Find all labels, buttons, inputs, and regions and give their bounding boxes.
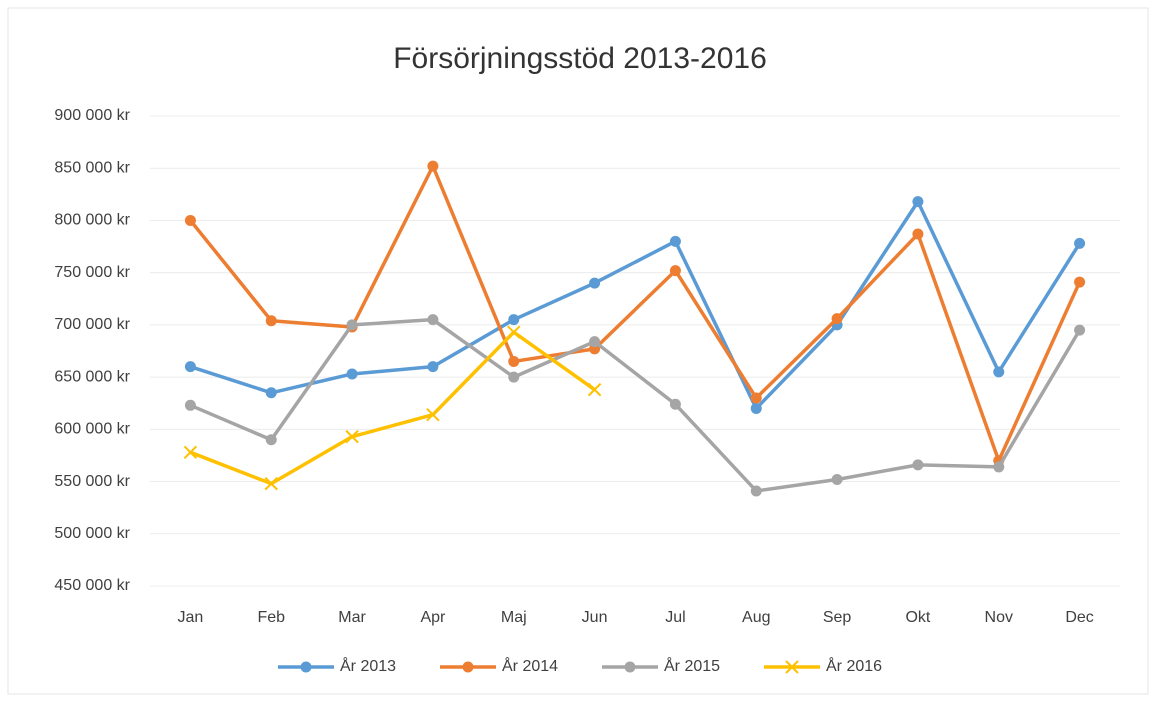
marker — [993, 366, 1005, 378]
marker — [427, 361, 439, 373]
x-tick-label: Feb — [257, 609, 285, 626]
marker — [346, 368, 358, 380]
marker — [669, 398, 681, 410]
x-tick-label: Apr — [420, 609, 446, 626]
marker — [184, 399, 196, 411]
marker — [669, 265, 681, 277]
chart-title: Försörjningsstöd 2013-2016 — [393, 42, 767, 75]
y-tick-label: 550 000 kr — [54, 473, 130, 490]
marker — [1074, 276, 1086, 288]
x-tick-label: Jul — [665, 609, 685, 626]
y-tick-label: 700 000 kr — [54, 316, 130, 333]
legend-label: År 2015 — [664, 656, 720, 675]
marker — [184, 214, 196, 226]
marker — [265, 387, 277, 399]
x-tick-label: Dec — [1065, 609, 1093, 626]
marker — [750, 485, 762, 497]
marker — [750, 402, 762, 414]
x-tick-label: Jun — [582, 609, 608, 626]
marker — [669, 235, 681, 247]
marker — [508, 355, 520, 367]
y-tick-label: 650 000 kr — [54, 368, 130, 385]
marker — [346, 319, 358, 331]
marker — [508, 314, 520, 326]
x-tick-label: Okt — [905, 609, 930, 626]
marker — [345, 429, 359, 444]
marker — [587, 382, 602, 397]
marker — [184, 361, 196, 373]
marker — [507, 325, 521, 339]
y-tick-label: 800 000 kr — [54, 212, 130, 229]
marker — [427, 160, 439, 172]
marker — [912, 459, 924, 471]
x-tick-label: Sep — [823, 609, 852, 626]
marker — [831, 473, 843, 485]
marker — [264, 476, 278, 491]
x-tick-label: Nov — [985, 609, 1013, 626]
marker — [1074, 237, 1086, 249]
y-tick-label: 900 000 kr — [54, 107, 130, 124]
marker — [589, 277, 601, 289]
x-tick-label: Aug — [742, 609, 770, 626]
marker — [993, 461, 1005, 473]
marker — [750, 392, 762, 404]
y-tick-label: 450 000 kr — [54, 577, 130, 594]
marker — [300, 661, 312, 673]
marker — [785, 660, 799, 674]
marker — [462, 661, 474, 673]
y-tick-label: 500 000 kr — [54, 525, 130, 542]
marker — [624, 661, 636, 673]
marker — [427, 314, 439, 326]
x-tick-label: Maj — [501, 609, 527, 626]
marker — [265, 315, 277, 327]
marker — [508, 371, 520, 383]
x-tick-label: Jan — [178, 609, 204, 626]
series-line — [189, 164, 1082, 463]
series-line — [189, 317, 1082, 493]
series-line — [189, 199, 1082, 411]
marker — [831, 313, 843, 325]
marker — [912, 196, 924, 208]
marker — [1074, 324, 1086, 336]
legend-label: År 2013 — [340, 656, 396, 675]
y-tick-label: 600 000 kr — [54, 421, 130, 438]
marker — [183, 445, 198, 460]
y-tick-label: 850 000 kr — [54, 159, 130, 176]
legend-label: År 2014 — [502, 656, 558, 675]
y-tick-label: 750 000 kr — [54, 264, 130, 281]
marker — [426, 408, 440, 422]
marker — [265, 434, 277, 446]
marker — [912, 228, 924, 240]
legend-label: År 2016 — [826, 656, 882, 675]
x-tick-label: Mar — [338, 609, 366, 626]
marker — [589, 336, 601, 348]
series-line — [189, 330, 596, 486]
